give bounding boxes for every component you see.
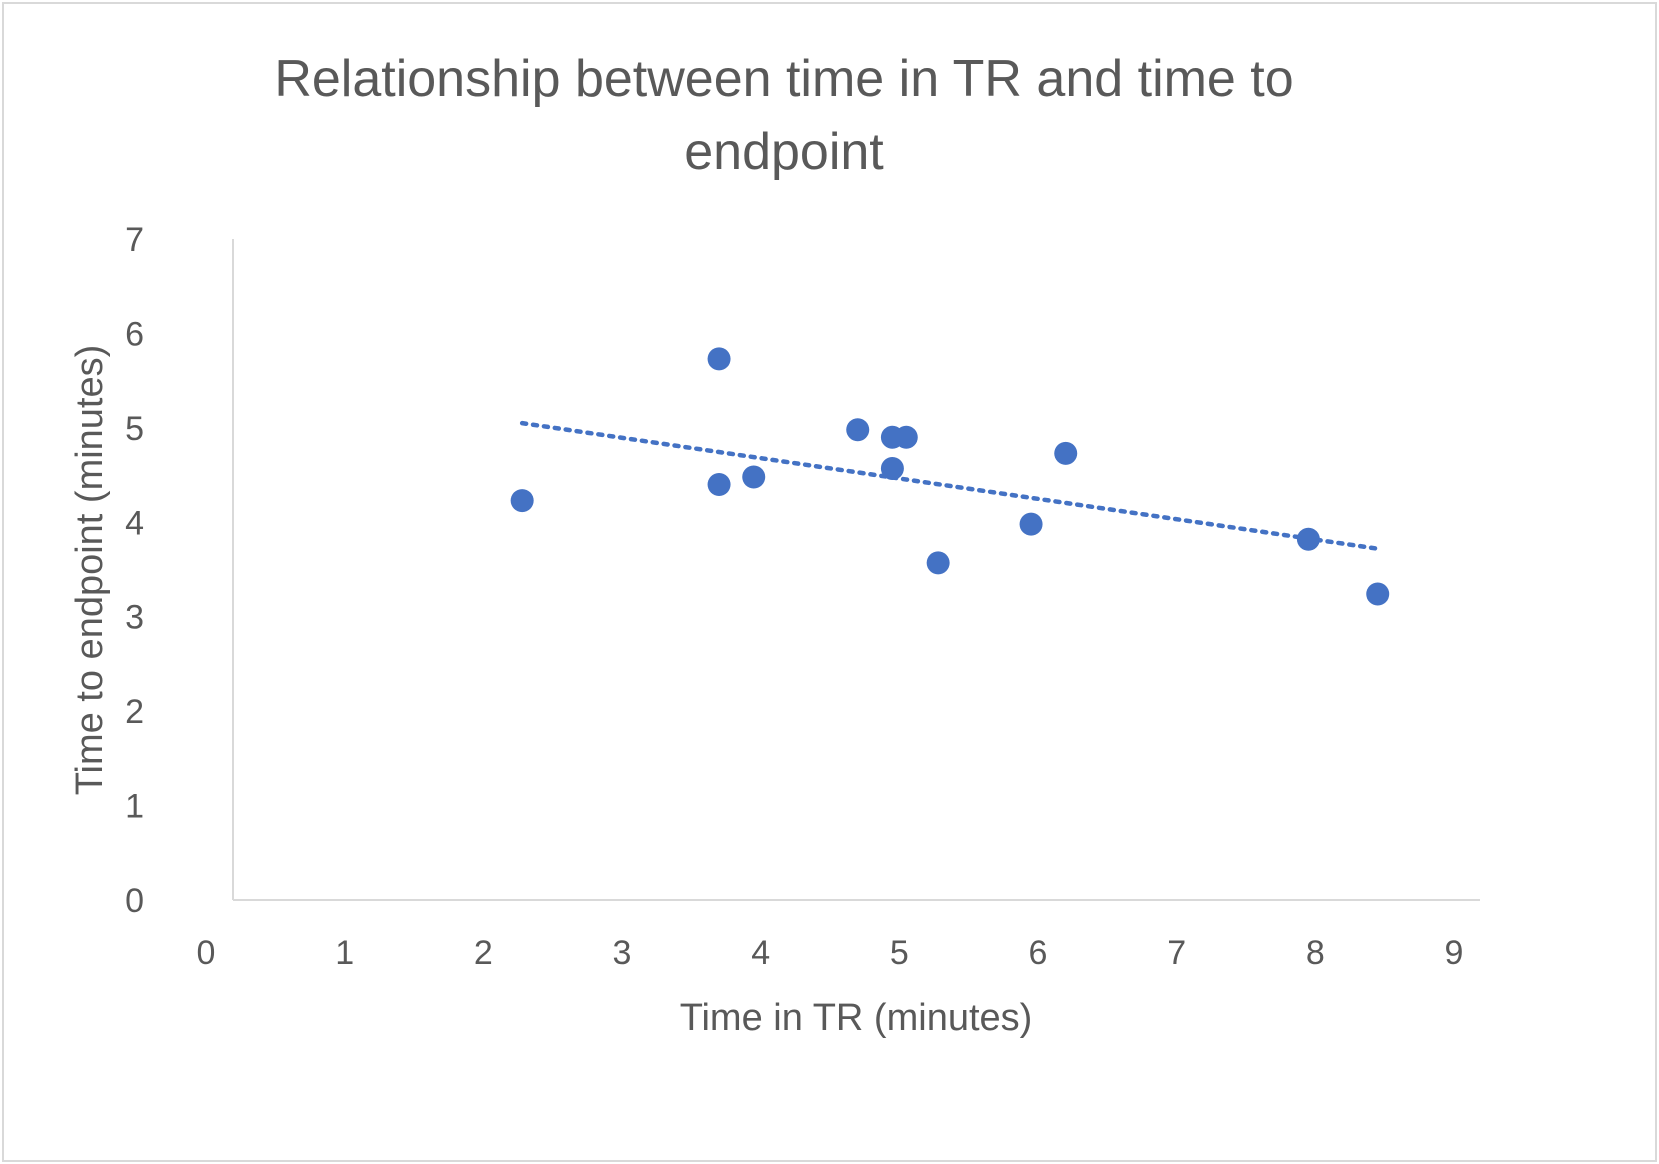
y-tick-label: 6	[125, 315, 144, 353]
y-tick-label: 0	[125, 882, 144, 920]
data-point	[707, 347, 731, 371]
y-tick-label: 1	[125, 788, 144, 826]
y-tick-label: 4	[125, 504, 144, 542]
data-point	[926, 551, 950, 575]
y-axis-title: Time to endpoint (minutes)	[69, 345, 111, 796]
y-tick-label: 7	[125, 221, 144, 259]
x-tick-label: 8	[1306, 934, 1325, 972]
scatter-chart: Relationship between time in TR and time…	[69, 50, 1480, 1039]
x-tick-label: 4	[751, 934, 770, 972]
x-axis: 0 1 2 3 4 5 6 7 8 9	[197, 899, 1480, 972]
data-point	[880, 456, 904, 480]
data-point	[1054, 441, 1078, 465]
data-points	[510, 347, 1390, 606]
data-point	[742, 465, 766, 489]
x-tick-label: 0	[197, 934, 216, 972]
y-tick-label: 5	[125, 410, 144, 448]
x-tick-label: 6	[1029, 934, 1048, 972]
data-point	[1019, 512, 1043, 536]
y-axis: 0 1 2 3 4 5 6 7	[125, 221, 234, 920]
chart-title-line-2: endpoint	[684, 123, 884, 181]
data-point	[846, 418, 870, 442]
data-point	[894, 425, 918, 449]
trendline-line	[519, 420, 1380, 551]
x-tick-label: 1	[335, 934, 354, 972]
data-point	[707, 473, 731, 497]
x-tick-label: 2	[474, 934, 493, 972]
y-tick-label: 3	[125, 599, 144, 637]
x-axis-title: Time in TR (minutes)	[680, 997, 1033, 1039]
data-point	[510, 489, 534, 513]
chart-title-line-1: Relationship between time in TR and time…	[274, 50, 1293, 108]
x-tick-label: 9	[1445, 934, 1464, 972]
x-tick-label: 3	[613, 934, 632, 972]
x-tick-label: 5	[890, 934, 909, 972]
data-point	[1366, 582, 1390, 606]
y-tick-label: 2	[125, 693, 144, 731]
trendline	[519, 420, 1380, 551]
data-point	[1296, 527, 1320, 551]
x-tick-label: 7	[1167, 934, 1186, 972]
